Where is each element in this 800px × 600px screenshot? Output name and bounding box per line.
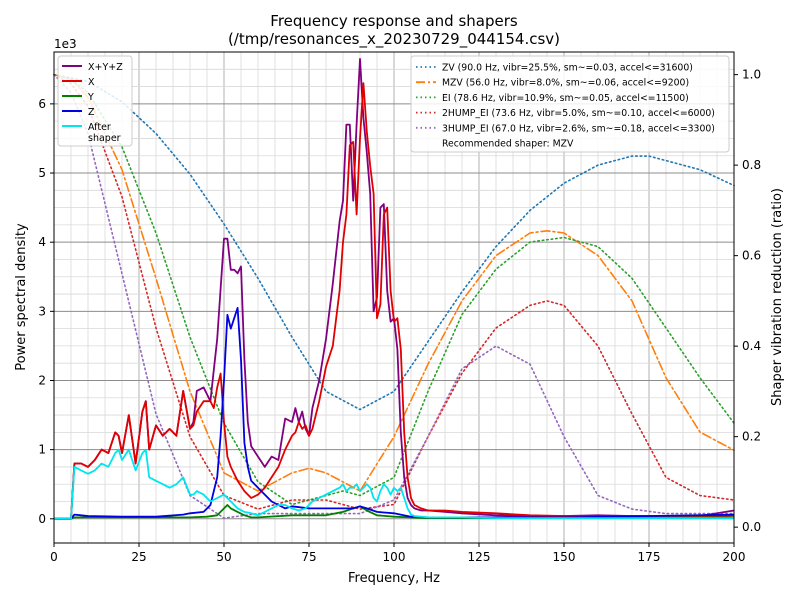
x-tick-label: 50 (216, 550, 231, 564)
shaper-legend-label: 3HUMP_EI (67.0 Hz, vibr=2.6%, sm~=0.18, … (442, 123, 715, 134)
psd-legend-label-line: shaper (88, 133, 121, 144)
shaper-legend-label: EI (78.6 Hz, vibr=10.9%, sm~=0.05, accel… (442, 93, 689, 104)
recommended-shaper-note: Recommended shaper: MZV (442, 139, 574, 150)
tick-layer: 0 25 50 75 100 125 150 175 200 0 1 2 3 4 5 6 0.0 0.2 0.4 0.… (38, 68, 761, 564)
x-tick-label: 75 (301, 550, 316, 564)
x-tick-label: 125 (468, 550, 491, 564)
shaper-line-3 (53, 73, 735, 506)
y2-tick-label: 1.0 (742, 68, 761, 82)
psd-legend-label-line: X+Y+Z (88, 62, 123, 73)
psd-legend-label: X (88, 77, 95, 88)
psd-legend-label: After shaper (88, 122, 121, 144)
y-exponent-label: 1e3 (54, 37, 77, 51)
shaper-legend-label: ZV (90.0 Hz, vibr=25.5%, sm~=0.03, accel… (442, 63, 693, 74)
psd-line-2 (54, 82, 735, 520)
x-tick-label: 200 (723, 550, 746, 564)
x-tick-label: 25 (131, 550, 146, 564)
y2-tick-label: 0.0 (742, 520, 761, 534)
psd-legend-label-line: Y (87, 92, 94, 103)
y-axis-label: Power spectral density (14, 223, 29, 371)
y2-tick-label: 0.2 (742, 430, 761, 444)
psd-legend-label-line: After (88, 122, 111, 133)
shaper-line-2 (53, 73, 735, 493)
psd-legend: X+Y+Z XYZ After shaper (57, 55, 133, 147)
y-tick-label: 0 (38, 512, 46, 526)
psd-legend-label-line: Z (88, 107, 95, 118)
shaper-legend-label: 2HUMP_EI (73.6 Hz, vibr=5.0%, sm~=0.10, … (442, 108, 715, 119)
x-tick-label: 100 (383, 550, 406, 564)
psd-series-layer (54, 58, 735, 520)
chart-subtitle: (/tmp/resonances_x_20230729_044154.csv) (228, 30, 560, 49)
shaper-legend-box (410, 55, 730, 153)
shaper-line-4 (53, 73, 735, 510)
psd-legend-label: Y (87, 92, 94, 103)
y-tick-label: 4 (38, 235, 46, 249)
psd-legend-box (57, 55, 133, 147)
y2-axis-label: Shaper vibration reduction (ratio) (770, 188, 785, 406)
psd-legend-label: Z (88, 107, 95, 118)
x-axis-label: Frequency, Hz (348, 571, 440, 586)
y2-tick-label: 0.8 (742, 158, 761, 172)
y-tick-label: 6 (38, 97, 46, 111)
x-tick-label: 175 (638, 550, 661, 564)
shaper-line-5 (53, 73, 735, 519)
shaper-legend: ZV (90.0 Hz, vibr=25.5%, sm~=0.03, accel… (410, 55, 730, 153)
psd-line-5 (54, 448, 734, 520)
y2-tick-label: 0.4 (742, 339, 761, 353)
y-tick-label: 3 (38, 304, 46, 318)
shaper-legend-label: MZV (56.0 Hz, vibr=8.0%, sm~=0.06, accel… (442, 78, 689, 89)
y-tick-label: 1 (38, 443, 46, 457)
y-tick-label: 2 (38, 373, 46, 387)
psd-legend-label-line: X (88, 77, 95, 88)
shaper-line-1 (53, 73, 735, 411)
y2-tick-label: 0.6 (742, 249, 761, 263)
chart-title: Frequency response and shapers (270, 12, 518, 30)
psd-legend-label: X+Y+Z (88, 62, 123, 73)
x-tick-label: 150 (553, 550, 576, 564)
shaper-series-layer (53, 73, 735, 519)
psd-line-4 (54, 306, 735, 520)
y-tick-label: 5 (38, 166, 46, 180)
x-tick-label: 0 (50, 550, 58, 564)
